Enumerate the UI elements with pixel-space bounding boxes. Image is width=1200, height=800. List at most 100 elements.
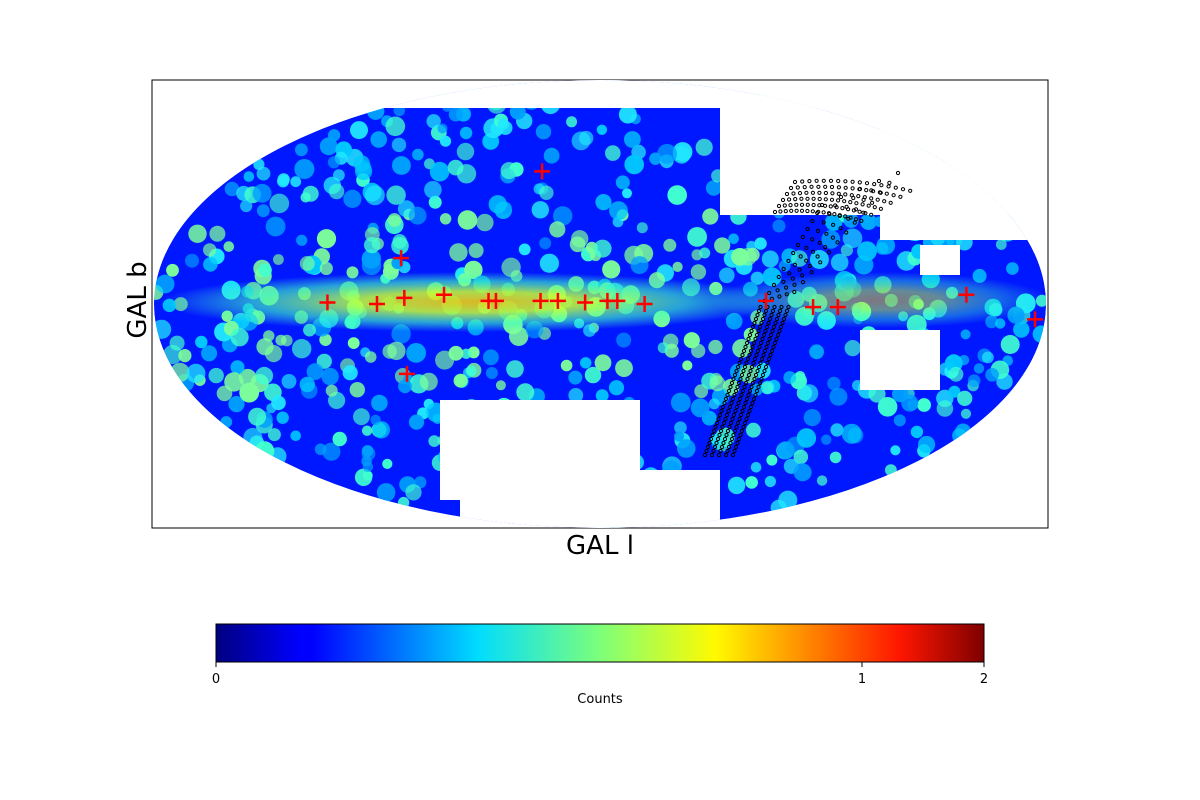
track-point [849,193,854,198]
track-point [720,424,725,430]
track-point [795,185,800,190]
track-point [778,209,783,214]
track-point [791,250,796,256]
count-blob [248,407,267,426]
track-point [761,352,766,358]
track-point [753,392,758,398]
track-point [788,185,794,191]
track-point [817,203,822,208]
count-blob [319,333,332,346]
track-point [732,448,737,454]
count-blob [362,470,373,481]
track-point [724,412,730,418]
count-blob [224,372,244,392]
track-point [811,202,816,208]
count-blob [328,183,345,200]
count-blob [299,256,315,271]
source-marker [393,250,410,267]
count-blob [386,185,406,205]
track-point [835,240,840,245]
track-point [799,208,805,213]
track-point [860,202,865,207]
count-blob [995,239,1007,250]
count-blob [566,116,578,128]
track-point [793,197,798,202]
count-blob [322,442,341,461]
track-point [810,237,815,242]
source-marker [532,292,549,309]
track-point [792,282,797,287]
count-blob [371,394,388,412]
track-point [767,290,772,296]
track-point [740,352,745,358]
empty-region [460,470,720,528]
count-blob [622,188,632,199]
track-point [767,316,773,322]
track-point [804,190,809,195]
track-point [814,178,819,183]
track-point [891,193,896,198]
count-blob [982,351,994,364]
track-point [791,191,796,196]
track-point [723,396,729,402]
count-blob [267,428,281,442]
count-blob [408,206,427,225]
track-point [810,218,815,224]
track-point [861,210,866,215]
track-point [846,207,851,212]
track-point [805,202,810,207]
count-blob [615,175,630,190]
count-blob [209,225,226,242]
track-point [726,444,732,450]
track-point [736,400,741,406]
track-point [800,234,805,240]
count-blob [518,243,531,256]
track-point [843,214,848,219]
count-blob [372,421,390,439]
count-blob [830,253,849,272]
count-blob [276,411,289,424]
source-marker [549,292,566,309]
count-blob [382,344,397,359]
count-blob [973,363,985,374]
count-blob [230,328,249,347]
count-blob [321,367,339,386]
count-blob [306,363,324,380]
count-blob [615,359,633,377]
count-blob [616,332,632,348]
count-blob [624,154,644,175]
count-blob [387,213,402,227]
count-blob [727,476,746,495]
track-point [752,320,757,326]
track-point [770,328,775,334]
count-blob [255,366,274,385]
count-blob [543,147,560,164]
count-blob [809,250,829,269]
track-point [753,316,759,322]
count-blob [429,161,450,182]
count-blob [948,385,961,398]
track-point [714,420,720,426]
count-blob [300,192,311,203]
track-point [773,320,778,326]
track-point [763,364,769,370]
sky-map [154,80,1046,528]
track-point [769,348,775,354]
track-point [726,388,732,394]
count-blob [281,334,293,347]
count-blob [918,435,936,454]
track-point [758,304,763,310]
count-blob [995,318,1006,329]
track-point [844,230,849,235]
track-point [728,440,733,446]
track-point [755,368,760,374]
count-blob [746,422,761,438]
track-point [749,328,754,334]
track-point [809,270,814,275]
track-point [781,266,786,272]
track-point [760,372,766,378]
source-marker [319,294,336,311]
track-point [828,178,834,183]
source-marker [805,299,822,316]
track-point [842,199,847,204]
